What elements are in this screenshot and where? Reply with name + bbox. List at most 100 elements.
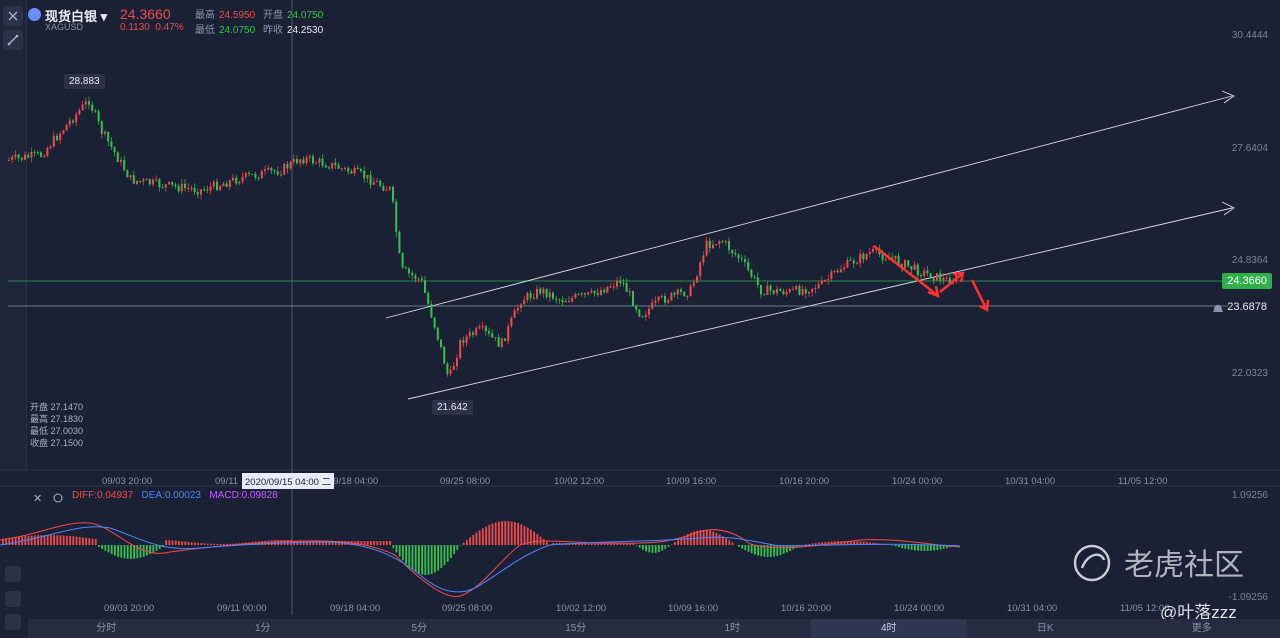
candle-body — [30, 152, 33, 158]
candle-body — [507, 326, 510, 341]
candle-body — [414, 275, 417, 279]
candle-body — [270, 167, 273, 171]
candle-body — [792, 289, 794, 291]
macd-bar — [818, 542, 820, 545]
candle-body — [542, 288, 545, 294]
tab-timeframe[interactable]: 5分 — [411, 623, 428, 634]
candle-body — [782, 291, 785, 295]
tab-timeframe-active[interactable]: 4时 — [810, 619, 967, 638]
x-axis-label: 11/05 12:00 — [1120, 603, 1170, 614]
candle-body — [168, 181, 170, 185]
macd-bar — [168, 540, 171, 545]
candle-body — [808, 291, 810, 294]
tab-timeframe[interactable]: 1时 — [724, 623, 741, 634]
macd-bar — [382, 541, 385, 545]
symbol-name[interactable]: 现货白银 ▾ — [45, 9, 108, 24]
macd-bar — [328, 541, 331, 545]
macd-bar — [366, 541, 369, 545]
candle-body — [36, 152, 39, 154]
candle-body — [49, 146, 52, 149]
candle-body — [260, 171, 263, 179]
candle-body — [491, 333, 494, 338]
candle-body — [388, 186, 391, 190]
candle-body — [740, 258, 743, 260]
candle-body — [75, 114, 78, 123]
candle-body — [78, 110, 81, 115]
candle-body — [244, 172, 247, 177]
candle-body — [462, 339, 465, 343]
candle-body — [814, 288, 817, 290]
macd-bar — [920, 545, 923, 551]
macd-bar — [440, 545, 443, 569]
draw-line-icon[interactable] — [3, 30, 23, 50]
candle-body — [753, 276, 756, 278]
candle-body — [632, 291, 634, 306]
candle-body — [804, 289, 807, 294]
macd-bar — [520, 524, 523, 545]
ohlc-close: 收盘 27.1500 — [30, 438, 84, 448]
candle-body — [219, 186, 222, 191]
candle-body — [881, 254, 884, 260]
candle-body — [827, 279, 830, 281]
close-icon[interactable] — [3, 6, 23, 26]
macd-bar — [389, 541, 391, 545]
candle-body — [596, 293, 599, 296]
macd-bar — [8, 537, 11, 545]
macd-bar — [123, 545, 126, 559]
candle-body — [299, 159, 302, 164]
x-axis-label: 10/09 16:00 — [668, 603, 719, 614]
macd-bar — [277, 540, 279, 545]
macd-bar — [126, 545, 129, 559]
x-axis-label: 09/03 20:00 — [104, 603, 155, 614]
candle-body — [516, 307, 519, 311]
candle-body — [529, 293, 532, 298]
macd-bar — [930, 545, 932, 551]
macd-bar — [744, 545, 747, 551]
candle-body — [776, 288, 778, 294]
x-axis-label: 10/31 04:00 — [1007, 603, 1058, 614]
tab-timeframe[interactable]: 1分 — [254, 623, 271, 634]
candle-body — [913, 264, 916, 270]
candle-body — [923, 270, 926, 277]
alert-price-tag[interactable]: 23.6878 — [1227, 301, 1267, 313]
macd-bar — [674, 542, 676, 545]
macd-bar — [770, 545, 772, 557]
tab-timeframe-more[interactable]: 更多 — [1191, 623, 1212, 634]
open-stat: 开盘 24.0750 — [263, 10, 324, 21]
candle-body — [760, 284, 762, 295]
macd-bar — [859, 541, 862, 545]
macd-bar — [654, 545, 657, 553]
candle-body — [683, 291, 686, 297]
tab-timeframe[interactable]: 日K — [1036, 623, 1054, 634]
macd-bar — [709, 530, 711, 545]
candle-body — [206, 189, 209, 191]
macd-bar — [923, 545, 926, 551]
candle-body — [532, 297, 535, 299]
candle-body — [884, 259, 887, 261]
macd-bar — [178, 540, 180, 545]
candle-body — [859, 253, 862, 264]
candle-body — [232, 177, 234, 181]
candle-body — [238, 181, 241, 184]
candle-body — [523, 300, 526, 305]
macd-bar — [66, 535, 68, 545]
macd-bar — [491, 523, 494, 545]
macd-bar — [443, 545, 446, 566]
macd-bar — [267, 540, 270, 545]
macd-bar — [104, 545, 107, 551]
macd-bar — [155, 545, 158, 551]
tab-timeframe[interactable]: 分时 — [96, 623, 117, 634]
candle-body — [628, 291, 631, 293]
macd-bar — [574, 543, 577, 545]
candle-body — [417, 278, 420, 280]
candle-body — [728, 241, 730, 251]
macd-bar — [619, 543, 622, 545]
tab-timeframe[interactable]: 15分 — [565, 623, 587, 634]
macd-bar — [747, 545, 750, 552]
macd-bar — [11, 537, 14, 545]
x-axis-label: 09/03 20:00 — [102, 476, 153, 487]
candle-body — [187, 187, 190, 189]
macd-bar — [274, 540, 276, 545]
macd-bar — [846, 541, 849, 545]
